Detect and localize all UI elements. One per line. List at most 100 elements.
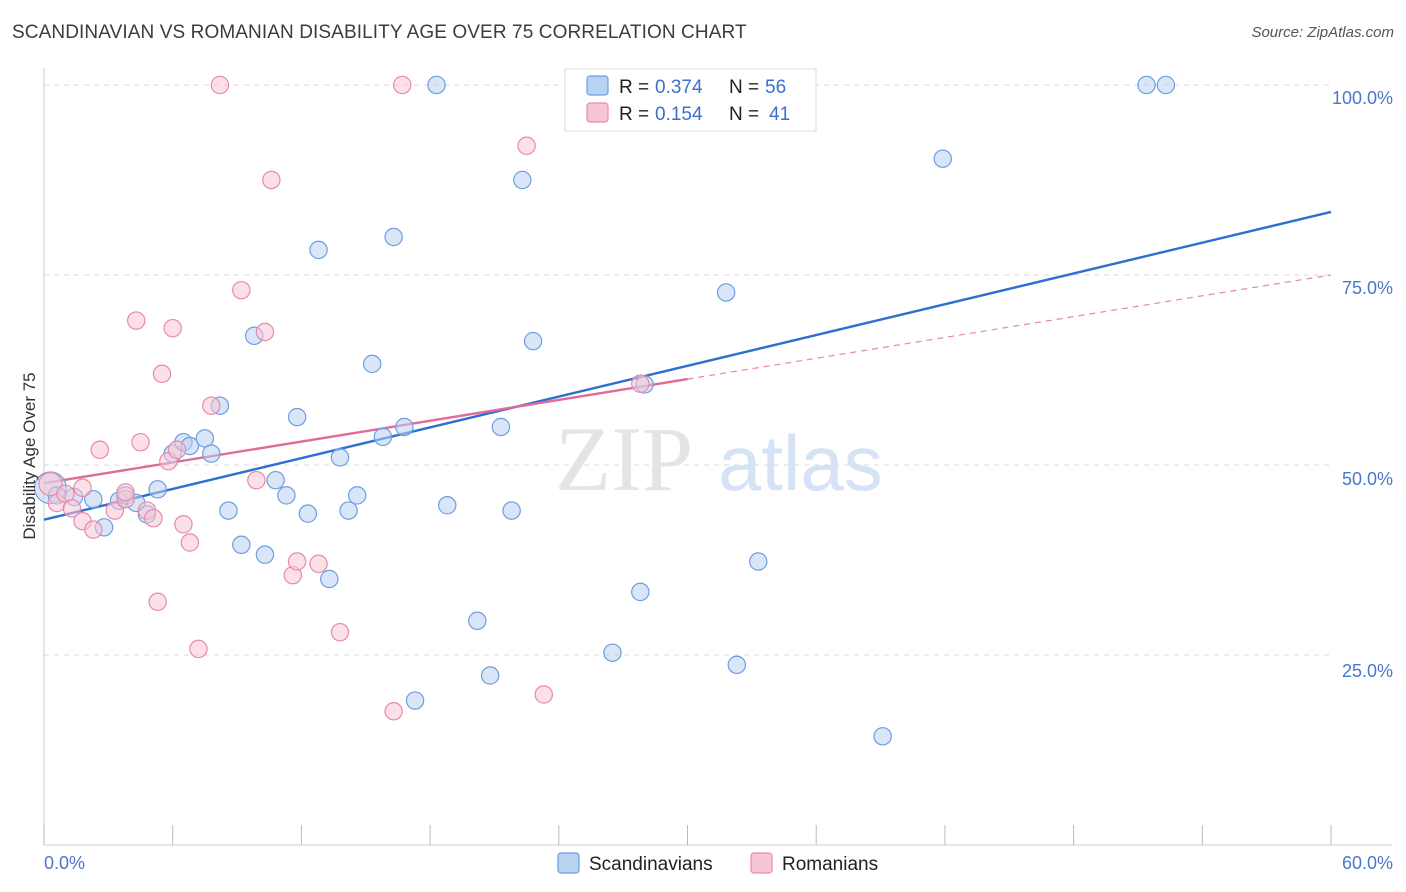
romanians-point [73, 478, 92, 498]
trend-line-scandinavians [43, 210, 1332, 521]
romanians-point [255, 322, 275, 342]
scandinavians-point [347, 486, 367, 505]
romanians-point [517, 136, 536, 156]
scandinavians-point [427, 75, 446, 95]
y-axis-title: Disability Age Over 75 [20, 372, 39, 539]
romanians-point [631, 374, 650, 393]
scandinavians-point [468, 611, 487, 631]
romanians-point [247, 470, 266, 490]
y-tick-label-75: 75.0% [1342, 278, 1393, 298]
romanians-point [202, 396, 221, 415]
bottom-legend: Scandinavians Romanians [557, 852, 878, 875]
legend-r-value-2: 0.154 [655, 104, 703, 125]
grid-lines [44, 84, 1331, 656]
legend-box: R = 0.374 N = 56 R = 0.154 N = 41 [564, 68, 817, 132]
y-tick-label-25: 25.0% [1342, 661, 1393, 681]
scandinavians-point [298, 504, 318, 523]
x-tick-label-max: 60.0% [1342, 853, 1393, 873]
scandinavians-point [373, 427, 393, 447]
romanians-point [309, 554, 328, 574]
romanians-point [210, 75, 230, 95]
romanians-point [84, 520, 103, 539]
scandinavians-point [1156, 75, 1176, 95]
scandinavians-point [491, 417, 511, 437]
scandinavians-point [362, 354, 382, 374]
scandinavians-point [266, 470, 285, 490]
romanians-point [38, 471, 63, 497]
romanians-point [148, 592, 167, 612]
scandinavians-point [309, 240, 328, 260]
axes [43, 68, 1392, 846]
romanians-point [126, 311, 146, 330]
bottom-legend-swatch-romanians [750, 852, 773, 874]
scandinavians-point [287, 407, 307, 427]
y-tick-label-100: 100.0% [1332, 88, 1393, 108]
legend-swatch-scandinavians [586, 75, 609, 96]
romanians-point [152, 364, 172, 384]
legend-n-value-1: 56 [765, 77, 786, 98]
romanians-point [62, 499, 82, 518]
scandinavians-point [148, 480, 167, 499]
romanians-point [105, 501, 125, 520]
romanians-point [90, 440, 110, 460]
scandinavians-point [255, 545, 275, 564]
scandinavians-point [603, 643, 622, 662]
legend-n-label-2: N = [729, 104, 759, 125]
romanians-point [144, 508, 163, 528]
romanians-point [131, 432, 150, 452]
watermark-zip: ZIP [555, 408, 693, 510]
legend-n-label-1: N = [729, 77, 759, 98]
scandinavians-point [480, 666, 500, 685]
legend-n-value-2: 41 [769, 104, 790, 125]
legend-swatch-romanians [586, 102, 609, 123]
romanians-point [232, 280, 251, 300]
x-tick-label-min: 0.0% [44, 853, 85, 873]
romanians-point [392, 75, 412, 95]
scandinavians-point [873, 727, 892, 746]
scandinavians-point [513, 170, 532, 190]
scandinavians-point [232, 535, 251, 555]
scandinavians-point [384, 227, 403, 247]
scandinavians-point [202, 444, 221, 463]
scandinavians-point [219, 501, 238, 520]
scandinavians-point [330, 448, 350, 467]
romanians-point [174, 515, 193, 534]
romanians-point [180, 533, 200, 552]
scandinavians-point [320, 569, 339, 589]
legend-r-value-1: 0.374 [655, 77, 703, 98]
romanians-point [116, 483, 135, 502]
scandinavians-point [339, 501, 358, 520]
bottom-legend-romanians: Romanians [782, 854, 878, 875]
romanians-point [384, 701, 403, 721]
y-tick-label-50: 50.0% [1342, 469, 1393, 489]
romanians-point [534, 685, 554, 704]
romanians-point [167, 440, 187, 460]
romanians-point [189, 639, 208, 659]
scandinavians-point [1137, 75, 1156, 95]
bottom-legend-scandinavians: Scandinavians [589, 854, 713, 875]
scandinavians-point [405, 691, 425, 710]
romanians-point [262, 170, 281, 190]
scandinavians-point [631, 582, 650, 602]
scandinavians-point [502, 501, 521, 520]
chart-title: SCANDINAVIAN VS ROMANIAN DISABILITY AGE … [12, 22, 747, 43]
scandinavians-point [749, 552, 768, 571]
source-label: Source: ZipAtlas.com [1251, 24, 1394, 41]
romanians-point [287, 552, 307, 571]
scandinavians-point [438, 496, 457, 515]
scandinavians-point [84, 489, 103, 509]
scandinavians-point [727, 655, 747, 675]
trend-lines [43, 210, 1332, 521]
romanians-point [163, 318, 182, 338]
romanians-point [330, 622, 350, 642]
scandinavians-point [933, 149, 952, 168]
scandinavians-point [523, 331, 543, 351]
scandinavians-point [395, 417, 414, 437]
scandinavians-point [277, 486, 296, 505]
trend-line-romanians-extension [687, 274, 1332, 380]
bottom-legend-swatch-scandinavians [557, 852, 580, 874]
watermark-atlas: atlas [718, 419, 883, 507]
legend-r-label-1: R = [619, 77, 649, 98]
romanians-points [38, 75, 650, 721]
